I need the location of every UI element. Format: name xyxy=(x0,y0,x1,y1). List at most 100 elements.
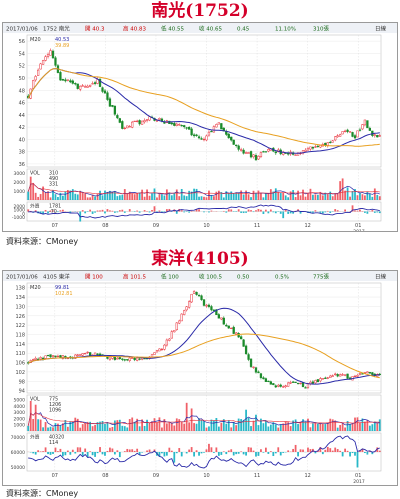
candle-body xyxy=(337,136,339,137)
institutional-tick-label: 50000 xyxy=(11,465,25,471)
candle-body xyxy=(64,80,66,81)
institutional-bar xyxy=(270,451,272,452)
price-legend-label: M20 xyxy=(30,285,41,291)
candle-body xyxy=(131,358,133,359)
volume-bar xyxy=(310,427,312,431)
institutional-bar xyxy=(136,211,138,212)
volume-tick-label: 5000 xyxy=(14,398,26,404)
institutional-bar xyxy=(116,450,118,452)
institutional-bar xyxy=(225,212,227,213)
candle-body xyxy=(40,64,42,69)
volume-bar xyxy=(379,196,381,200)
x-tick-label: 10 xyxy=(203,473,209,479)
candle-body xyxy=(317,146,319,147)
candle-body xyxy=(366,372,368,373)
candle-body xyxy=(32,80,34,88)
institutional-bar xyxy=(60,210,62,211)
institutional-bar xyxy=(228,450,230,452)
volume-bar xyxy=(322,424,324,431)
institutional-legend-value: 1781 xyxy=(49,204,61,210)
candle-body xyxy=(305,150,307,151)
candle-body xyxy=(35,76,37,80)
institutional-bar xyxy=(265,448,267,452)
volume-ma-line xyxy=(28,184,380,194)
volume-legend-value: 310 xyxy=(49,171,58,177)
institutional-bar xyxy=(334,448,336,452)
volume-bar xyxy=(72,189,74,200)
institutional-bar xyxy=(112,211,114,212)
institutional-bar xyxy=(201,452,203,453)
volume-bar xyxy=(159,194,161,200)
candle-body xyxy=(366,121,368,128)
candle-body xyxy=(40,357,42,359)
institutional-bar xyxy=(233,452,235,455)
price-tick-label: 138 xyxy=(15,286,25,292)
institutional-bar xyxy=(32,452,34,453)
candle-body xyxy=(146,119,148,120)
candle-body xyxy=(107,93,109,100)
header-stat: 開 40.3 xyxy=(85,26,105,33)
price-tick-label: 114 xyxy=(15,342,25,348)
volume-bar xyxy=(166,189,168,200)
institutional-bar xyxy=(136,449,138,452)
institutional-bar xyxy=(104,452,106,456)
chart-title: 東洋(4105) xyxy=(0,249,400,269)
volume-bar xyxy=(37,419,39,431)
x-tick-label: 12 xyxy=(304,223,310,229)
institutional-bar xyxy=(366,452,368,455)
institutional-legend-value: 114 xyxy=(49,440,58,446)
volume-bar xyxy=(173,426,175,431)
volume-bar xyxy=(260,193,262,200)
candle-body xyxy=(206,305,208,306)
candle-body xyxy=(124,360,126,361)
institutional-bar xyxy=(230,449,232,452)
institutional-bar xyxy=(215,447,217,452)
institutional-bar xyxy=(114,452,116,454)
candle-body xyxy=(124,128,126,129)
volume-bar xyxy=(144,197,146,200)
institutional-bar xyxy=(129,209,131,211)
volume-bar xyxy=(57,424,59,431)
volume-bar xyxy=(60,425,62,431)
institutional-bar xyxy=(171,451,173,452)
volume-bar xyxy=(186,196,188,200)
volume-tick-label: 2000 xyxy=(14,416,26,422)
institutional-bar xyxy=(60,449,62,452)
price-tick-label: 110 xyxy=(15,351,25,357)
volume-bar xyxy=(253,191,255,200)
candle-body xyxy=(201,296,203,300)
volume-bar xyxy=(178,419,180,431)
institutional-bar xyxy=(196,450,198,452)
volume-bar xyxy=(35,193,37,200)
institutional-bar xyxy=(240,212,242,213)
institutional-bar xyxy=(253,212,255,213)
candle-body xyxy=(55,58,57,65)
institutional-bar xyxy=(223,211,225,212)
candle-body xyxy=(319,145,321,147)
institutional-bar xyxy=(42,451,44,452)
institutional-legend-label: 外資 xyxy=(30,203,40,210)
institutional-bar xyxy=(223,451,225,452)
volume-bar xyxy=(312,423,314,431)
price-tick-label: 102 xyxy=(15,370,25,376)
institutional-bar xyxy=(354,452,356,456)
institutional-bar xyxy=(89,210,91,212)
x-tick-label: 08 xyxy=(102,223,108,229)
candle-body xyxy=(206,136,208,140)
candle-body xyxy=(87,352,89,353)
candle-body xyxy=(67,80,69,81)
institutional-bar xyxy=(84,449,86,452)
candle-body xyxy=(35,358,37,359)
volume-bar xyxy=(352,191,354,200)
candle-body xyxy=(99,354,101,355)
candle-body xyxy=(196,135,198,136)
institutional-bar xyxy=(258,209,260,212)
institutional-bar xyxy=(349,452,351,456)
candle-body xyxy=(285,386,287,387)
volume-bar xyxy=(270,189,272,200)
candle-body xyxy=(131,122,133,127)
volume-tick-label: 1000 xyxy=(14,423,26,429)
institutional-bar xyxy=(159,211,161,212)
price-tick-label: 134 xyxy=(15,295,25,301)
volume-bar xyxy=(233,193,235,200)
